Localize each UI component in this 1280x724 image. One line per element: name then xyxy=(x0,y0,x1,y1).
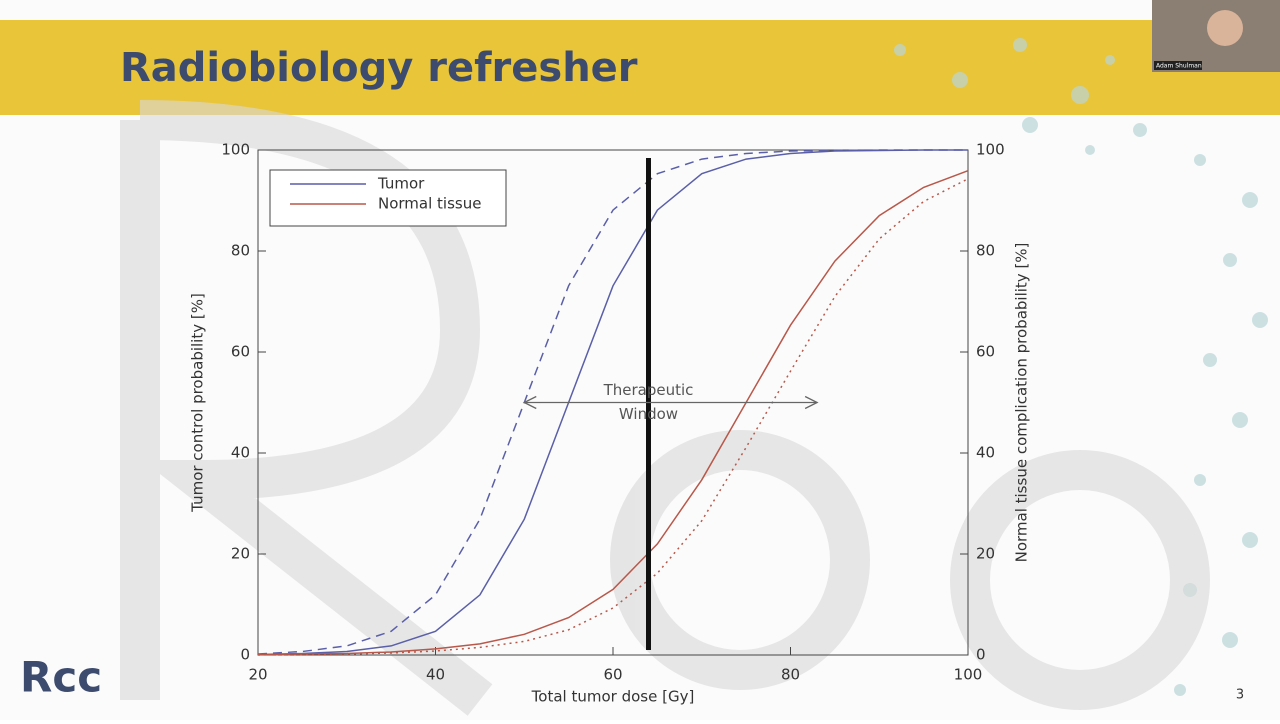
y2-tick-label: 60 xyxy=(976,343,995,361)
webcam-name-bg xyxy=(1154,61,1202,70)
x-tick-label: 80 xyxy=(781,666,800,684)
annotation: Therapeutic xyxy=(603,381,694,399)
webcam-name: Adam Shulman xyxy=(1156,63,1202,70)
y-axis-label: Tumor control probability [%] xyxy=(189,293,207,513)
x-tick-label: 60 xyxy=(603,666,622,684)
y2-axis-label: Normal tissue complication probability [… xyxy=(1013,243,1031,563)
series-line xyxy=(257,169,969,656)
watermark xyxy=(120,100,1210,716)
y-tick-label: 40 xyxy=(231,444,250,462)
series-line xyxy=(257,149,968,655)
decor-dots xyxy=(894,38,1268,696)
annotation: Window xyxy=(619,405,678,423)
y2-tick-label: 100 xyxy=(976,141,1005,159)
x-axis-label: Total tumor dose [Gy] xyxy=(531,688,695,706)
page-number: 3 xyxy=(1236,688,1244,703)
slide-title: Radiobiology refresher xyxy=(120,45,638,91)
y2-tick-label: 20 xyxy=(976,545,995,563)
y-tick-label: 20 xyxy=(231,545,250,563)
chart: 20 40 60 80 100 0 20 40 60 80 100 0 20 40 60 80 100 Total… xyxy=(189,141,1031,706)
legend-label: Tumor xyxy=(377,175,425,193)
title-band xyxy=(0,20,1280,115)
legend-box xyxy=(269,169,507,227)
y2-tick-label: 40 xyxy=(976,444,995,462)
x-tick-label: 100 xyxy=(954,666,983,684)
y2-tick-label: 80 xyxy=(976,242,995,260)
x-tick-label: 40 xyxy=(426,666,445,684)
y-tick-label: 80 xyxy=(231,242,250,260)
arrow-head xyxy=(522,395,537,410)
y-tick-label: 0 xyxy=(240,646,250,664)
y-tick-label: 100 xyxy=(221,141,250,159)
y2-tick-label: 0 xyxy=(976,646,986,664)
webcam-face xyxy=(1207,10,1243,46)
logo: Rcc xyxy=(20,653,102,702)
y-tick-label: 60 xyxy=(231,343,250,361)
x-tick-label: 20 xyxy=(248,666,267,684)
arrow-head xyxy=(804,395,819,410)
legend-label: Normal tissue xyxy=(378,195,481,213)
